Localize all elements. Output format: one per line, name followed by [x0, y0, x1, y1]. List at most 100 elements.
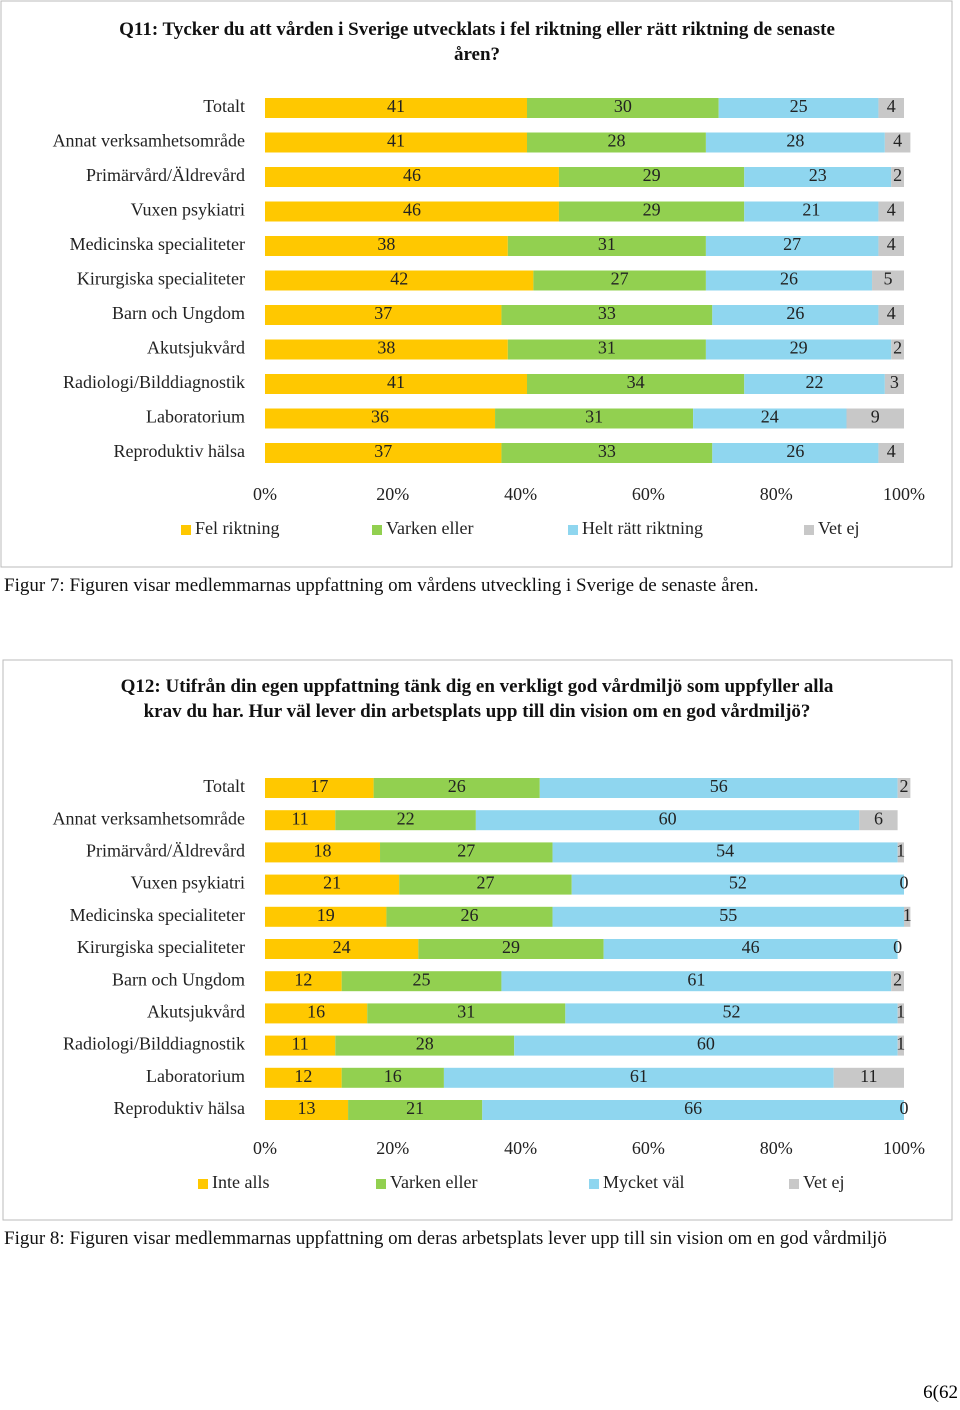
data-label: 42	[390, 269, 408, 289]
caption: Figur 7: Figuren visar medlemmarnas uppf…	[4, 575, 759, 596]
bar-segment	[526, 374, 745, 394]
data-label: 27	[457, 841, 475, 861]
bar-segment	[373, 778, 540, 798]
bar-segment	[507, 339, 706, 360]
x-tick-label: 80%	[760, 484, 793, 504]
bar-segment	[265, 1100, 349, 1120]
legend-swatch	[181, 525, 191, 535]
data-label: 1	[896, 1034, 905, 1054]
x-tick-label: 40%	[504, 484, 537, 504]
legend-label: Fel riktning	[195, 518, 280, 538]
y-tick-label: Radiologi/Bilddiagnostik	[63, 372, 245, 392]
data-label: 31	[585, 407, 603, 427]
data-label: 11	[291, 808, 308, 828]
data-label: 37	[374, 441, 392, 461]
bar-segment	[718, 98, 879, 118]
data-label: 27	[783, 234, 801, 254]
data-label: 12	[294, 969, 312, 989]
x-tick-label: 0%	[253, 1138, 277, 1158]
x-tick-label: 80%	[760, 1138, 793, 1158]
data-label: 41	[387, 96, 405, 116]
bar-segment	[526, 98, 719, 118]
data-label: 41	[387, 372, 405, 392]
bar-segment	[265, 939, 419, 959]
data-label: 9	[871, 407, 880, 427]
data-label: 34	[627, 372, 645, 392]
bar-segment	[603, 939, 898, 959]
bar-segment	[744, 167, 892, 187]
bar-segment	[897, 778, 911, 798]
data-label: 16	[307, 1002, 325, 1022]
bar-segment	[872, 270, 904, 291]
y-tick-label: Radiologi/Bilddiagnostik	[63, 1034, 245, 1054]
data-label: 16	[384, 1066, 402, 1086]
bar-segment	[265, 971, 342, 992]
x-tick-label: 0%	[253, 484, 277, 504]
data-label: 61	[630, 1066, 648, 1086]
legend-label: Helt rätt riktning	[582, 518, 703, 538]
page-number: 6(62	[923, 1382, 958, 1403]
bar-segment	[335, 810, 476, 831]
y-tick-label: Vuxen psykiatri	[131, 200, 245, 220]
bar-segment	[418, 939, 604, 959]
data-label: 1	[896, 1002, 905, 1022]
data-label: 21	[323, 873, 341, 893]
bar-segment	[552, 906, 904, 927]
data-label: 2	[900, 776, 909, 796]
bar-segment	[265, 443, 502, 463]
x-tick-label: 40%	[504, 1138, 537, 1158]
data-label: 29	[790, 338, 808, 358]
legend-label: Mycket väl	[603, 1172, 684, 1192]
bar-segment	[878, 201, 904, 222]
bar-segment	[884, 132, 911, 153]
bar-segment	[891, 167, 904, 187]
y-tick-label: Medicinska specialiteter	[70, 234, 245, 254]
caption: Figur 8: Figuren visar medlemmarnas uppf…	[4, 1228, 887, 1249]
bar-segment	[386, 906, 553, 927]
chart-title: Q11: Tycker du att vården i Sverige utve…	[119, 19, 835, 65]
data-label: 26	[780, 269, 798, 289]
bar-segment	[533, 270, 706, 291]
data-label: 46	[403, 165, 421, 185]
y-tick-label: Annat verksamhetsområde	[53, 808, 245, 828]
legend-swatch	[789, 1179, 799, 1189]
bar-segment	[367, 1003, 566, 1024]
bar-segment	[897, 842, 904, 863]
y-tick-label: Reproduktiv hälsa	[114, 1098, 245, 1118]
y-tick-label: Primärvård/Äldrevård	[86, 165, 245, 185]
data-label: 2	[893, 338, 902, 358]
data-label: 4	[893, 131, 902, 151]
bar-segment	[904, 906, 911, 927]
data-label: 11	[291, 1034, 308, 1054]
y-tick-label: Akutsjukvård	[147, 338, 245, 358]
bar-segment	[705, 339, 892, 360]
bar-segment	[265, 1035, 336, 1056]
bar-segment	[265, 1003, 368, 1024]
data-label: 4	[887, 200, 896, 220]
bar-segment	[265, 167, 559, 187]
bar-segment	[265, 408, 496, 429]
bar-segment	[265, 778, 374, 798]
chart-frame	[0, 0, 953, 568]
bar-segment	[265, 810, 336, 831]
bar-segment	[335, 1035, 515, 1056]
data-label: 11	[860, 1066, 877, 1086]
data-label: 66	[684, 1098, 702, 1118]
data-label: 52	[722, 1002, 740, 1022]
data-label: 19	[317, 905, 335, 925]
bar-segment	[514, 1035, 898, 1056]
data-label: 4	[887, 441, 896, 461]
legend-swatch	[376, 1179, 386, 1189]
bar-segment	[846, 408, 904, 429]
y-tick-label: Laboratorium	[146, 407, 245, 427]
x-tick-label: 20%	[376, 484, 409, 504]
bar-segment	[712, 305, 879, 325]
y-tick-label: Laboratorium	[146, 1066, 245, 1086]
data-label: 28	[416, 1034, 434, 1054]
legend-label: Vet ej	[818, 518, 859, 538]
y-tick-label: Kirurgiska specialiteter	[77, 269, 245, 289]
bar-segment	[265, 201, 559, 222]
data-label: 27	[476, 873, 494, 893]
